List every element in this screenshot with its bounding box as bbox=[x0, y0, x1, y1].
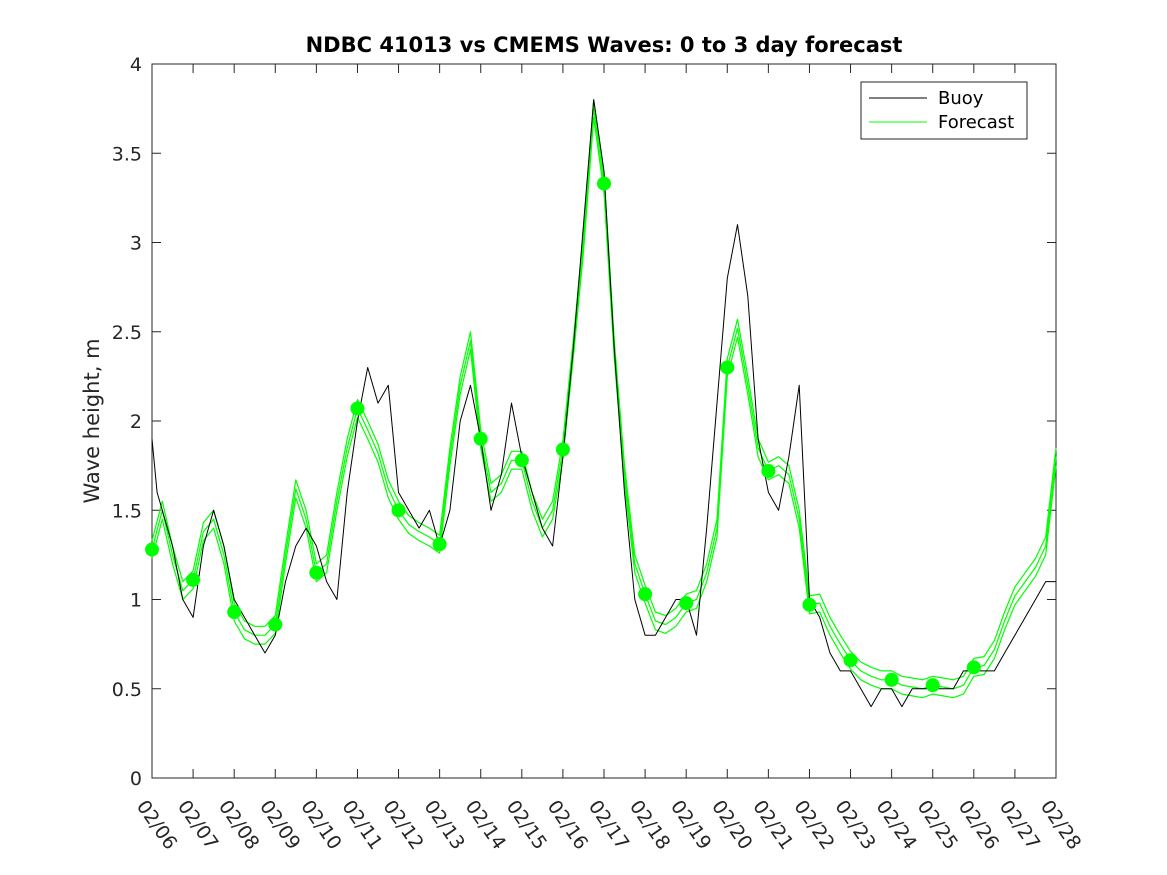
y-tick-label: 2.5 bbox=[112, 322, 142, 344]
x-tick-label: 02/08 bbox=[214, 796, 263, 853]
x-tick-label: 02/18 bbox=[625, 796, 674, 853]
forecast-marker bbox=[514, 453, 529, 468]
forecast-marker bbox=[432, 537, 447, 552]
legend-buoy-label: Buoy bbox=[938, 88, 984, 109]
x-tick-label: 02/09 bbox=[255, 796, 304, 853]
forecast-marker bbox=[597, 176, 611, 191]
y-tick-label: 1.5 bbox=[112, 500, 142, 522]
forecast-marker bbox=[350, 401, 365, 416]
forecast-marker bbox=[555, 442, 570, 457]
y-tick-labels: 0 0.5 1 1.5 2 2.5 3 3.5 4 bbox=[112, 54, 142, 790]
buoy-line bbox=[151, 99, 1056, 708]
forecast-marker bbox=[227, 604, 242, 619]
x-tick-label: 02/25 bbox=[913, 796, 962, 853]
x-tick-label: 02/28 bbox=[1036, 796, 1085, 853]
forecast-marker bbox=[761, 463, 776, 478]
x-tick-label: 02/06 bbox=[132, 796, 181, 853]
x-tick-label: 02/26 bbox=[954, 796, 1003, 853]
forecast-marker bbox=[638, 587, 653, 602]
legend: Buoy Forecast bbox=[860, 81, 1028, 140]
x-tick-label: 02/23 bbox=[830, 796, 879, 853]
x-tick-label: 02/15 bbox=[502, 796, 551, 853]
y-tick-label: 2 bbox=[130, 411, 142, 433]
forecast-marker bbox=[391, 503, 406, 518]
x-tick-label: 02/17 bbox=[584, 796, 633, 853]
x-tick-label: 02/19 bbox=[666, 796, 715, 853]
x-tick-label: 02/10 bbox=[296, 796, 345, 853]
forecast-marker bbox=[802, 597, 817, 612]
x-tick-label: 02/20 bbox=[707, 796, 756, 853]
forecast-marker bbox=[966, 660, 981, 675]
y-tick-label: 0.5 bbox=[112, 679, 142, 701]
legend-box bbox=[860, 81, 1028, 140]
legend-forecast-label: Forecast bbox=[938, 112, 1014, 133]
forecast-marker bbox=[309, 565, 324, 580]
x-tick-label: 02/27 bbox=[995, 796, 1044, 853]
x-tick-label: 02/13 bbox=[420, 796, 469, 853]
forecast-marker bbox=[679, 596, 694, 611]
chart-title: NDBC 41013 vs CMEMS Waves: 0 to 3 day fo… bbox=[306, 33, 903, 57]
buoy-series bbox=[151, 99, 1056, 708]
x-tick-label: 02/22 bbox=[789, 796, 838, 853]
forecast-marker bbox=[268, 617, 283, 632]
forecast-marker bbox=[884, 672, 899, 687]
y-tick-label: 4 bbox=[130, 54, 142, 76]
plot-area: 00.511.522.533.54 02/0602/0702/0802/0902… bbox=[112, 54, 1086, 854]
forecast-marker bbox=[925, 678, 940, 693]
y-tick-label: 3 bbox=[130, 233, 142, 255]
x-tick-label: 02/12 bbox=[378, 796, 427, 853]
x-tick-label: 02/11 bbox=[337, 796, 386, 853]
x-tick-labels: 02/0602/0702/0802/0902/1002/1102/1202/13… bbox=[132, 796, 1085, 853]
forecast-markers bbox=[145, 176, 981, 693]
forecast-marker bbox=[145, 542, 159, 557]
x-tick-label: 02/07 bbox=[173, 796, 222, 853]
y-axis-label: Wave height, m bbox=[80, 338, 104, 503]
forecast-marker bbox=[473, 431, 488, 446]
forecast-marker bbox=[843, 653, 858, 668]
x-tick-label: 02/16 bbox=[543, 796, 592, 853]
y-tick-label: 1 bbox=[130, 590, 142, 612]
x-tick-label: 02/14 bbox=[461, 796, 510, 853]
forecast-marker bbox=[720, 360, 735, 375]
x-tick-label: 02/24 bbox=[872, 796, 921, 853]
y-tick-label: 0 bbox=[130, 768, 142, 790]
x-tick-label: 02/21 bbox=[748, 796, 797, 853]
forecast-marker bbox=[186, 572, 201, 587]
y-tick-label: 3.5 bbox=[112, 143, 142, 165]
